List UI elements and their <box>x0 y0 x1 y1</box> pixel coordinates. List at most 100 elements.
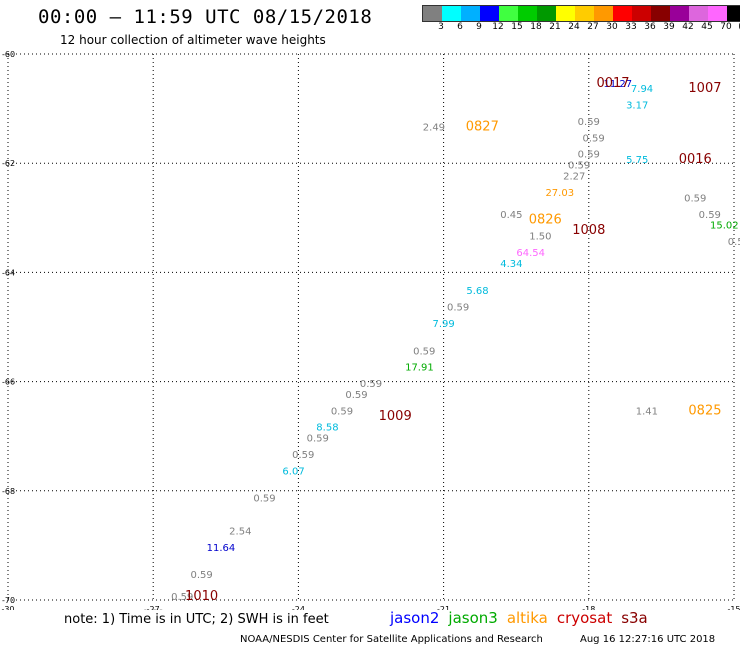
y-tick-label: -62 <box>2 159 15 168</box>
x-tick-label: -15 <box>727 605 740 610</box>
wave-height-label: 17.91 <box>405 363 434 374</box>
pass-time-label: 0826 <box>529 212 562 227</box>
wave-height-label: 0.59 <box>360 379 382 390</box>
colorbar-swatch <box>632 6 651 21</box>
colorbar-label: 42 <box>682 22 694 32</box>
pass-time-label: 0017 <box>596 76 629 91</box>
units-note: note: 1) Time is in UTC; 2) SWH is in fe… <box>64 612 329 627</box>
colorbar-swatch <box>708 6 727 21</box>
pass-time-label: 1008 <box>572 223 605 238</box>
wave-height-label: 5.68 <box>466 286 488 297</box>
pass-time-label: 1009 <box>379 409 412 424</box>
pass-time-label: 1010 <box>185 589 218 604</box>
wave-height-label: 2.54 <box>229 526 251 537</box>
y-tick-label: -68 <box>2 487 15 496</box>
wave-height-label: 0.59 <box>331 406 353 417</box>
colorbar-swatch <box>556 6 575 21</box>
pass-time-label: 0016 <box>679 152 712 167</box>
wave-height-label: 0.59 <box>684 193 706 204</box>
legend-entry: s3a <box>621 609 648 627</box>
y-tick-label: -64 <box>2 268 15 277</box>
colorbar-swatch <box>651 6 670 21</box>
colorbar-label: 70 <box>720 22 732 32</box>
wave-height-label: 64.54 <box>516 248 545 259</box>
colorbar-label: 39 <box>663 22 675 32</box>
colorbar-swatch <box>575 6 594 21</box>
colorbar-swatch <box>689 6 708 21</box>
colorbar-swatch <box>461 6 480 21</box>
wave-height-label: 0.59 <box>699 210 721 221</box>
colorbar <box>422 5 740 22</box>
y-tick-label: -66 <box>2 378 15 387</box>
legend-entry: jason3 <box>448 609 498 627</box>
colorbar-swatch <box>727 6 740 21</box>
x-tick-label: -27 <box>147 605 160 610</box>
colorbar-label: 30 <box>606 22 618 32</box>
colorbar-swatch <box>613 6 632 21</box>
pass-time-label: 0825 <box>688 403 721 418</box>
wave-height-label: 0.59 <box>253 494 275 505</box>
satellite-legend: jason2 jason3 altika cryosat s3a <box>390 609 657 627</box>
wave-height-label: 0.59 <box>307 434 329 445</box>
wave-height-label: 0.59 <box>142 608 164 610</box>
colorbar-swatch <box>442 6 461 21</box>
colorbar-swatch <box>537 6 556 21</box>
wave-height-label: 0.59 <box>345 390 367 401</box>
wave-height-label: 2.27 <box>563 172 585 183</box>
x-tick-label: -30 <box>1 605 14 610</box>
wave-height-label: 11.64 <box>207 543 236 554</box>
wave-height-label: 0.59 <box>578 117 600 128</box>
colorbar-swatch <box>594 6 613 21</box>
chart-title: 00:00 – 11:59 UTC 08/15/2018 <box>38 6 373 28</box>
wave-height-label: 15.02 <box>710 221 739 232</box>
colorbar-label: 33 <box>625 22 637 32</box>
wave-height-label: 0.59 <box>568 161 590 172</box>
wave-height-label: 3.17 <box>626 101 648 112</box>
colorbar-label: 27 <box>587 22 599 32</box>
wave-height-label: 11.27 <box>604 79 633 90</box>
wave-height-label: 8.58 <box>316 423 338 434</box>
colorbar-label: (ft) <box>738 22 740 32</box>
colorbar-label: 18 <box>530 22 542 32</box>
colorbar-label: 12 <box>492 22 504 32</box>
colorbar-label: 36 <box>644 22 656 32</box>
chart-subtitle: 12 hour collection of altimeter wave hei… <box>60 33 326 47</box>
wave-height-label: 5.75 <box>626 155 648 166</box>
legend-entry: altika <box>506 609 548 627</box>
colorbar-label: 45 <box>701 22 713 32</box>
y-tick-label: -60 <box>2 50 15 59</box>
pass-time-label: 1007 <box>688 81 721 96</box>
wave-height-label: 1.50 <box>529 232 551 243</box>
wave-height-label: 0.45 <box>500 210 522 221</box>
wave-height-label: 0.59 <box>728 237 740 248</box>
colorbar-swatch <box>480 6 499 21</box>
wave-height-label: 2.49 <box>423 122 445 133</box>
chart-plot-area: -30 -27 -24 -21 -18 -15 -60 -62 -64 -66 -68 -70 11.2… <box>1 50 740 610</box>
colorbar-label: 15 <box>511 22 523 32</box>
colorbar-label: 3 <box>438 22 444 32</box>
legend-entry: cryosat <box>556 609 613 627</box>
x-tick-label: -18 <box>582 605 595 610</box>
colorbar-label: 6 <box>457 22 463 32</box>
colorbar-swatch <box>499 6 518 21</box>
wave-height-label: 0.59 <box>171 592 193 603</box>
wave-height-label: 27.03 <box>545 188 574 199</box>
colorbar-swatch <box>670 6 689 21</box>
credit-text: NOAA/NESDIS Center for Satellite Applica… <box>240 634 543 645</box>
colorbar-swatch <box>518 6 537 21</box>
wave-height-label: 0.59 <box>447 303 469 314</box>
legend-entry: jason2 <box>390 609 440 627</box>
wave-height-label: 7.94 <box>631 84 653 95</box>
wave-height-label: 0.59 <box>292 450 314 461</box>
wave-height-label: 4.34 <box>500 259 522 270</box>
wave-height-label: 0.59 <box>578 150 600 161</box>
wave-height-label: 7.99 <box>432 319 454 330</box>
colorbar-label: 24 <box>568 22 580 32</box>
colorbar-label: 9 <box>476 22 482 32</box>
x-tick-label: -24 <box>292 605 305 610</box>
wave-height-label: 0.59 <box>583 133 605 144</box>
x-tick-label: -21 <box>437 605 450 610</box>
colorbar-label: 21 <box>549 22 561 32</box>
y-tick-label: -70 <box>2 596 15 605</box>
